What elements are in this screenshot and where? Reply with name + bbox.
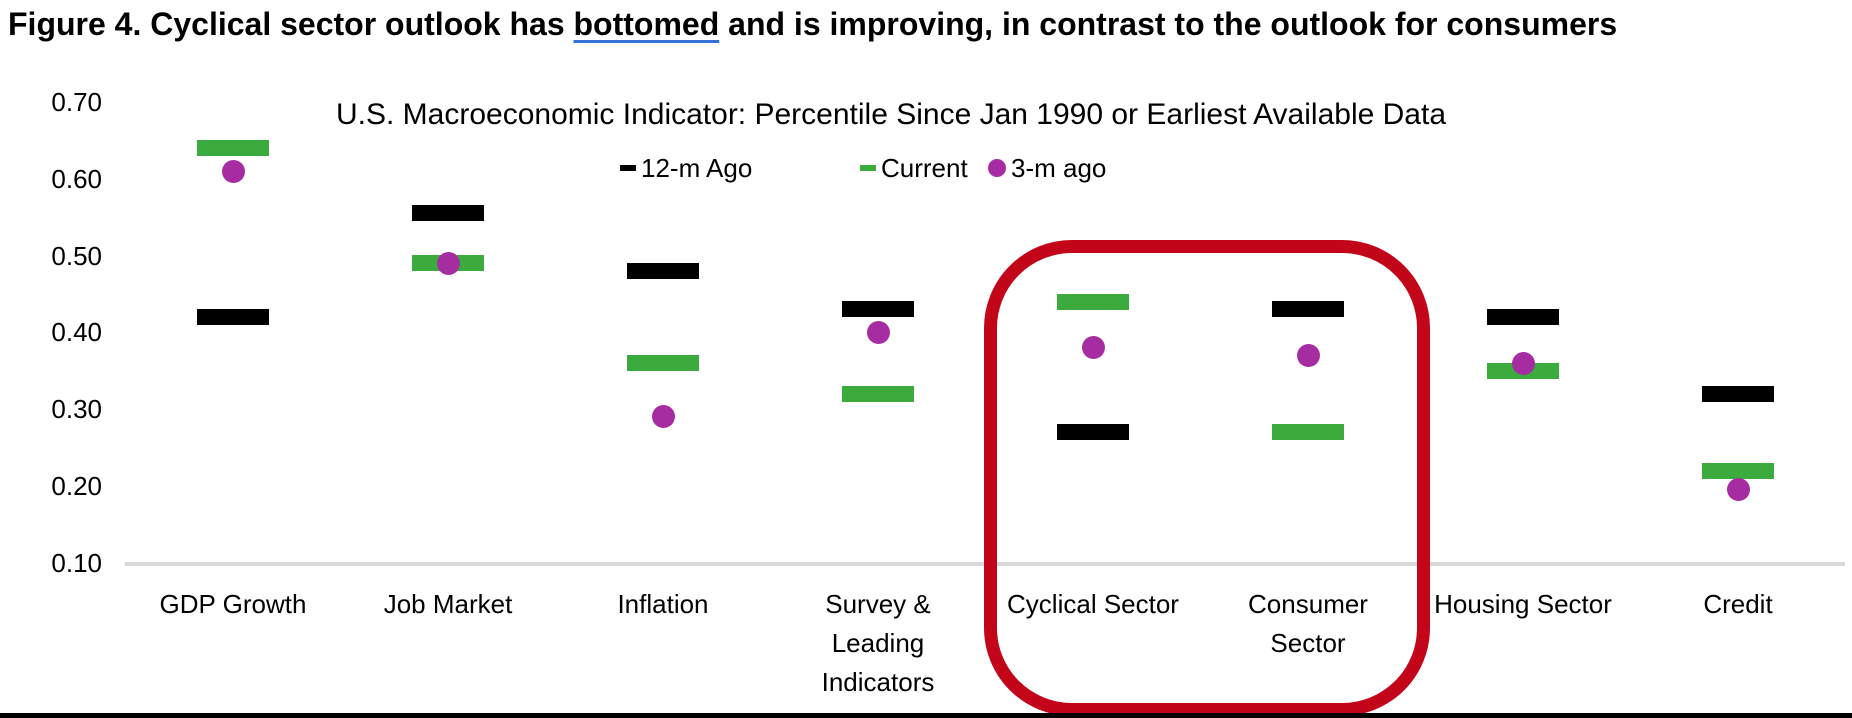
data-marker-12-m-ago [197,309,269,326]
category-label-line: Inflation [617,589,709,619]
category-label-line: Cyclical Sector [1007,589,1179,619]
legend-label: Current [881,152,968,183]
category-label: GDP Growth [126,585,340,624]
data-marker-12-m-ago [412,205,484,222]
data-marker-3-m-ago [1296,343,1320,367]
y-axis-tick-label: 0.50 [51,240,102,271]
figure-title: Figure 4. Cyclical sector outlook has bo… [8,6,1617,43]
category-label-line: Leading [831,628,925,658]
category-label-line: Housing Sector [1434,589,1612,619]
data-marker-current [627,355,699,372]
data-marker-12-m-ago [1487,309,1559,326]
category-label: Job Market [341,585,555,624]
data-marker-current [1272,424,1344,441]
data-marker-12-m-ago [842,301,914,318]
legend-item-12-m-ago: 12-m Ago [620,152,752,184]
chart-title: U.S. Macroeconomic Indicator: Percentile… [335,98,1446,131]
data-marker-3-m-ago [436,251,460,275]
data-marker-12-m-ago [1057,424,1129,441]
y-axis-tick-label: 0.10 [51,547,102,578]
legend-dash-icon [620,165,636,171]
category-label: Cyclical Sector [986,585,1200,624]
category-label: Credit [1631,585,1845,624]
figure-title-prefix: Figure 4. Cyclical sector outlook has [8,6,574,42]
category-label: Housing Sector [1416,585,1630,624]
data-marker-current [1702,462,1774,479]
figure-bottom-border [0,713,1852,718]
category-label-line: Survey & [825,589,931,619]
legend-dash-icon [860,165,876,171]
figure-title-suffix: and is improving, in contrast to the out… [719,6,1618,42]
data-marker-12-m-ago [627,262,699,279]
legend-label: 12-m Ago [641,152,753,183]
data-marker-3-m-ago [221,159,245,183]
data-marker-3-m-ago [651,405,675,429]
y-axis-tick-label: 0.40 [51,317,102,348]
data-marker-3-m-ago [1511,351,1535,375]
y-axis-tick-label: 0.30 [51,394,102,425]
category-label: Survey & Leading Indicators [771,585,985,702]
data-marker-12-m-ago [1272,301,1344,318]
y-axis-tick-label: 0.60 [51,163,102,194]
category-label: Inflation [556,585,770,624]
legend-circle-icon [988,159,1006,177]
data-marker-current [1057,293,1129,310]
figure-title-underlined-word: bottomed [573,6,720,42]
data-marker-12-m-ago [1702,385,1774,402]
data-marker-current [197,140,269,157]
category-label-line: Job Market [383,589,513,619]
category-label-line: Indicators [821,667,935,697]
data-marker-3-m-ago [1081,336,1105,360]
legend-item-current: Current [860,152,968,184]
category-label: Consumer Sector [1201,585,1415,663]
data-marker-3-m-ago [1726,478,1750,502]
y-axis-tick-label: 0.20 [51,471,102,501]
legend-item-3-m-ago: 3-m ago [988,152,1106,184]
category-label-line: Sector [1270,628,1346,658]
data-marker-3-m-ago [866,320,890,344]
category-label-line: Credit [1703,589,1773,619]
category-label-line: Consumer [1248,589,1368,619]
data-marker-current [842,385,914,402]
category-label-line: GDP Growth [159,589,307,619]
legend-label: 3-m ago [1011,152,1107,183]
y-axis-tick-label: 0.70 [51,87,102,117]
highlight-annotation-box [984,240,1430,716]
